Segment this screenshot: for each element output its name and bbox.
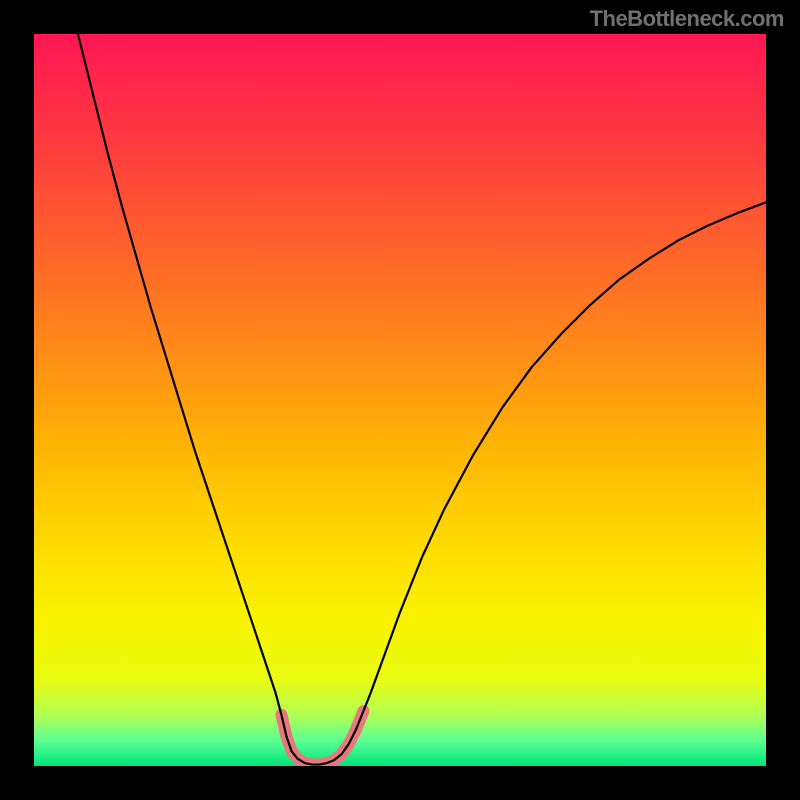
chart-container: TheBottleneck.com xyxy=(0,0,800,800)
gradient-background xyxy=(34,34,766,766)
watermark-text: TheBottleneck.com xyxy=(590,6,784,32)
bottleneck-chart xyxy=(34,34,766,766)
plot-area xyxy=(34,34,766,766)
